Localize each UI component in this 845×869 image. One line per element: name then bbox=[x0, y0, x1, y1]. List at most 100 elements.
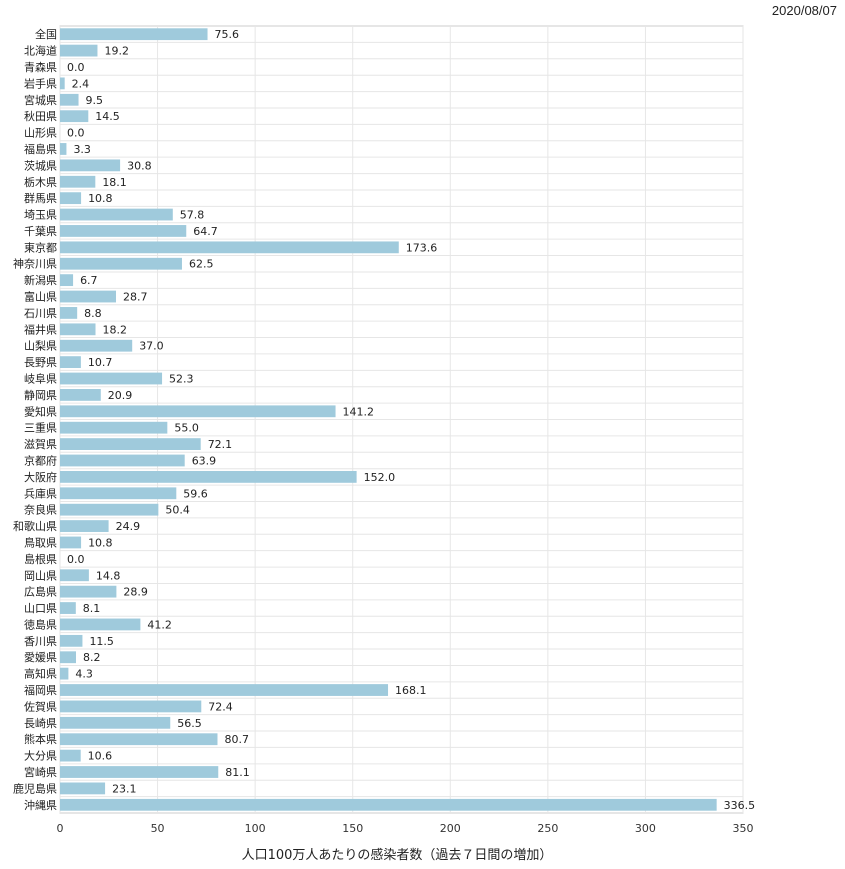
x-tick-label: 300 bbox=[635, 822, 656, 835]
category-label: 広島県 bbox=[24, 585, 57, 599]
x-tick-label: 200 bbox=[440, 822, 461, 835]
bar bbox=[60, 405, 336, 418]
category-label: 静岡県 bbox=[24, 388, 57, 402]
value-label: 63.9 bbox=[192, 454, 217, 467]
x-tick-label: 250 bbox=[537, 822, 558, 835]
category-label: 兵庫県 bbox=[24, 486, 57, 500]
value-label: 55.0 bbox=[174, 422, 199, 435]
x-axis-label: 人口100万人あたりの感染者数（過去７日間の増加） bbox=[242, 847, 553, 863]
x-tick-label: 0 bbox=[57, 822, 64, 835]
bar bbox=[60, 77, 65, 90]
category-label: 山口県 bbox=[24, 602, 57, 615]
category-label: 大阪府 bbox=[24, 470, 57, 484]
category-label: 東京都 bbox=[24, 240, 57, 254]
value-label: 62.5 bbox=[189, 258, 214, 271]
bar bbox=[60, 749, 81, 762]
value-label: 59.6 bbox=[183, 487, 208, 500]
category-label: 茨城県 bbox=[24, 158, 57, 172]
category-label: 香川県 bbox=[24, 635, 57, 648]
x-tick-label: 100 bbox=[245, 822, 266, 835]
bar bbox=[60, 339, 133, 352]
value-label: 50.4 bbox=[165, 504, 190, 517]
value-label: 8.1 bbox=[83, 602, 101, 615]
category-label: 鳥取県 bbox=[24, 535, 57, 549]
bar bbox=[60, 93, 79, 106]
category-label: 新潟県 bbox=[24, 273, 57, 287]
category-label: 福岡県 bbox=[24, 683, 57, 697]
bar bbox=[60, 274, 74, 287]
bar bbox=[60, 716, 171, 729]
chart-date: 2020/08/07 bbox=[771, 3, 837, 18]
value-label: 81.1 bbox=[225, 766, 250, 779]
category-label: 岡山県 bbox=[24, 569, 57, 582]
bar bbox=[60, 44, 98, 57]
value-label: 0.0 bbox=[67, 61, 85, 74]
bar bbox=[60, 159, 121, 172]
bar bbox=[60, 766, 219, 778]
bar bbox=[60, 667, 69, 680]
value-label: 64.7 bbox=[193, 225, 218, 238]
value-label: 3.3 bbox=[73, 143, 91, 156]
value-label: 0.0 bbox=[67, 127, 85, 140]
category-label: 熊本県 bbox=[24, 732, 57, 746]
category-label: 宮崎県 bbox=[24, 765, 57, 779]
category-label: 全国 bbox=[35, 27, 57, 41]
category-label: 福島県 bbox=[24, 142, 57, 156]
value-label: 52.3 bbox=[169, 373, 194, 386]
bar bbox=[60, 470, 357, 483]
category-label: 佐賀県 bbox=[24, 699, 57, 713]
category-labels: 全国北海道青森県岩手県宮城県秋田県山形県福島県茨城県栃木県群馬県埼玉県千葉県東京… bbox=[13, 27, 57, 812]
value-label: 8.2 bbox=[83, 651, 101, 664]
category-label: 沖縄県 bbox=[24, 798, 57, 812]
bar bbox=[60, 143, 67, 155]
bar bbox=[60, 389, 101, 401]
category-label: 北海道 bbox=[24, 44, 57, 58]
category-label: 三重県 bbox=[24, 421, 57, 435]
value-label: 8.8 bbox=[84, 307, 102, 320]
value-label: 37.0 bbox=[139, 340, 164, 353]
bar bbox=[60, 700, 202, 713]
category-label: 石川県 bbox=[24, 307, 57, 320]
category-label: 鹿児島県 bbox=[13, 781, 57, 795]
category-label: 青森県 bbox=[24, 60, 57, 74]
value-label: 30.8 bbox=[127, 159, 152, 172]
value-label: 23.1 bbox=[112, 782, 137, 795]
category-label: 大分県 bbox=[24, 749, 57, 763]
bar bbox=[60, 438, 201, 450]
category-label: 岐阜県 bbox=[24, 373, 57, 386]
bar bbox=[60, 356, 81, 369]
bar bbox=[60, 602, 76, 614]
category-label: 神奈川県 bbox=[13, 257, 57, 271]
category-label: 京都府 bbox=[24, 453, 57, 467]
value-label: 10.6 bbox=[88, 750, 113, 763]
bar bbox=[60, 208, 173, 221]
value-label: 152.0 bbox=[364, 471, 396, 484]
bar bbox=[60, 192, 82, 205]
bar bbox=[60, 323, 96, 336]
value-label: 10.8 bbox=[88, 536, 113, 549]
bar bbox=[60, 487, 177, 500]
bar bbox=[60, 634, 83, 647]
category-label: 徳島県 bbox=[24, 617, 57, 631]
category-label: 高知県 bbox=[24, 667, 57, 681]
value-label: 14.5 bbox=[95, 110, 120, 123]
value-label: 2.4 bbox=[72, 77, 90, 90]
x-tick-label: 50 bbox=[151, 822, 165, 835]
bar bbox=[60, 307, 78, 319]
category-label: 宮城県 bbox=[24, 93, 57, 107]
bar bbox=[60, 798, 717, 811]
category-label: 長野県 bbox=[24, 356, 57, 369]
bar bbox=[60, 503, 159, 516]
value-label: 4.3 bbox=[75, 668, 93, 681]
value-label: 173.6 bbox=[406, 241, 438, 254]
value-label: 24.9 bbox=[116, 520, 141, 533]
bar bbox=[60, 520, 109, 532]
value-label: 18.1 bbox=[102, 176, 127, 189]
value-label: 28.9 bbox=[123, 586, 148, 599]
grid-lines bbox=[59, 25, 744, 814]
bar bbox=[60, 290, 117, 303]
bar bbox=[60, 421, 168, 434]
value-label: 57.8 bbox=[180, 209, 205, 222]
value-label: 56.5 bbox=[177, 717, 202, 730]
